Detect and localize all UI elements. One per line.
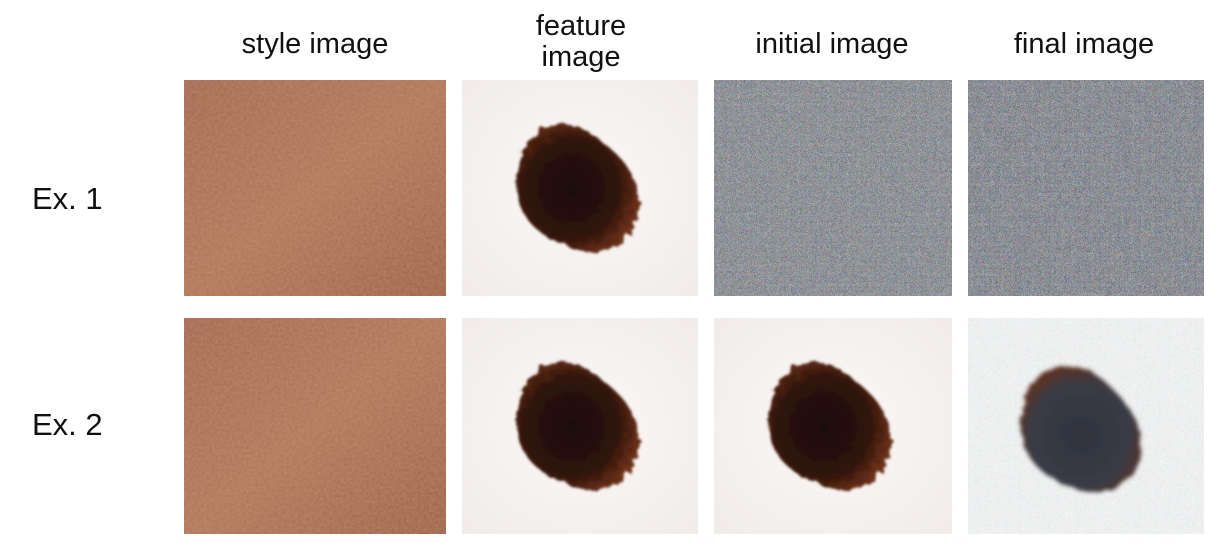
ex1-initial-image xyxy=(714,80,952,296)
column-header-style-image: style image xyxy=(241,28,389,60)
ex1-final-image xyxy=(968,80,1204,296)
ex2-final-image xyxy=(968,318,1204,534)
column-header-final-image: final image xyxy=(1013,28,1155,60)
row-label-ex-2: Ex. 2 xyxy=(32,407,103,442)
ex2-style-image xyxy=(184,318,446,534)
row-label-ex-1: Ex. 1 xyxy=(32,181,103,216)
ex2-feature-image xyxy=(462,318,698,534)
column-header-feature-image: feature image xyxy=(535,10,627,73)
ex2-initial-image xyxy=(714,318,952,534)
column-header-initial-image: initial image xyxy=(755,28,909,60)
ex1-feature-image xyxy=(462,80,698,296)
ex1-style-image xyxy=(184,80,446,296)
